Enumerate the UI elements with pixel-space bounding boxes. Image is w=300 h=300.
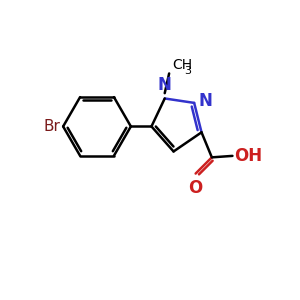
Text: O: O: [188, 179, 203, 197]
Text: Br: Br: [43, 119, 60, 134]
Text: OH: OH: [234, 147, 262, 165]
Text: N: N: [158, 76, 172, 94]
Text: 3: 3: [184, 65, 191, 76]
Text: CH: CH: [172, 58, 192, 72]
Text: N: N: [199, 92, 212, 110]
